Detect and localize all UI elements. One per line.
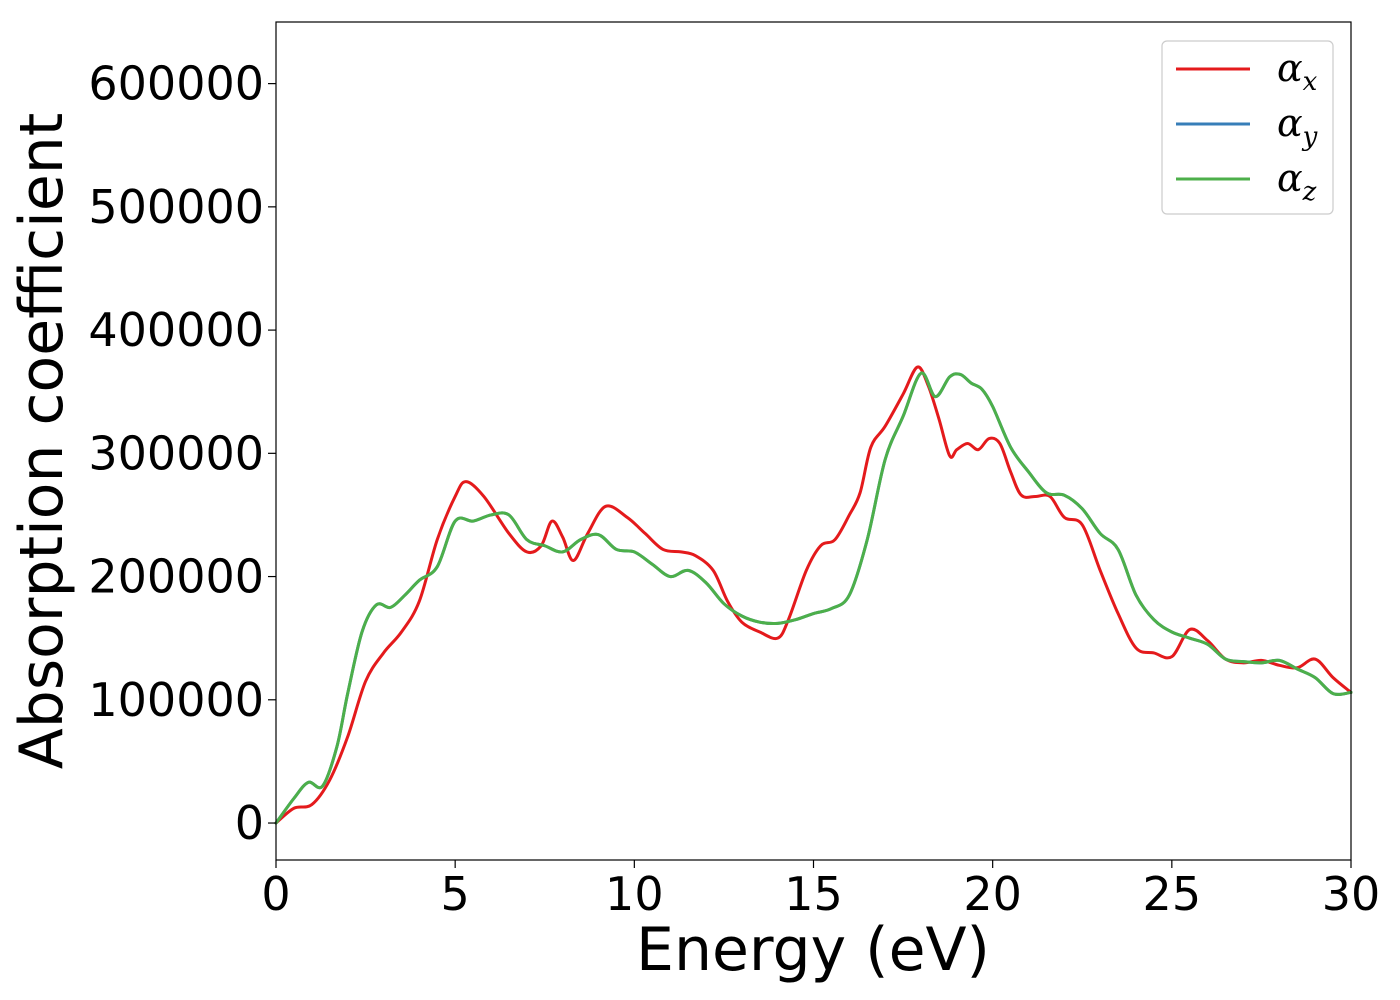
y-tick-label: 400000 [88, 303, 264, 357]
legend-label-alpha-x: αx [1277, 46, 1318, 97]
y-tick-label: 200000 [88, 550, 264, 604]
legend-label-alpha-z: αz [1277, 156, 1317, 207]
y-tick-label: 0 [235, 796, 264, 850]
y-axis-title: Absorption coefficient [7, 113, 77, 770]
x-tick-label: 10 [605, 867, 664, 921]
x-tick-label: 25 [1143, 867, 1202, 921]
y-tick-label: 100000 [88, 673, 264, 727]
x-tick-label: 20 [963, 867, 1022, 921]
series-layer [274, 365, 1353, 825]
y-tick-label: 300000 [88, 426, 264, 480]
series-line-alpha-z [274, 371, 1353, 825]
series-line-alpha-x [274, 365, 1353, 825]
x-axis-title: Energy (eV) [636, 915, 990, 985]
y-tick-label: 500000 [88, 180, 264, 234]
legend-label-alpha-y: αy [1277, 101, 1318, 152]
x-axis-ticks: 0 5 10 15 20 25 30 [261, 860, 1380, 921]
x-tick-label: 30 [1322, 867, 1381, 921]
x-tick-label: 15 [784, 867, 843, 921]
legend-box [1161, 40, 1334, 215]
x-tick-label: 5 [441, 867, 470, 921]
x-tick-label: 0 [261, 867, 290, 921]
y-axis-ticks: 0 100000 200000 300000 400000 500000 600000 [88, 57, 276, 850]
y-tick-label: 600000 [88, 57, 264, 111]
